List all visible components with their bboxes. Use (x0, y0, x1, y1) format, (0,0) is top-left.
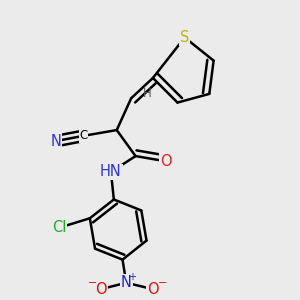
Text: −: − (158, 278, 167, 288)
Text: N: N (121, 275, 132, 290)
Text: HN: HN (100, 164, 122, 179)
Text: O: O (147, 282, 159, 297)
Text: H: H (143, 86, 152, 100)
Text: S: S (180, 30, 189, 45)
Text: C: C (79, 129, 88, 142)
Text: +: + (128, 272, 136, 282)
Text: Cl: Cl (52, 220, 66, 235)
Text: N: N (51, 134, 62, 148)
Text: O: O (95, 282, 106, 297)
Text: O: O (160, 154, 172, 169)
Text: −: − (88, 278, 97, 288)
